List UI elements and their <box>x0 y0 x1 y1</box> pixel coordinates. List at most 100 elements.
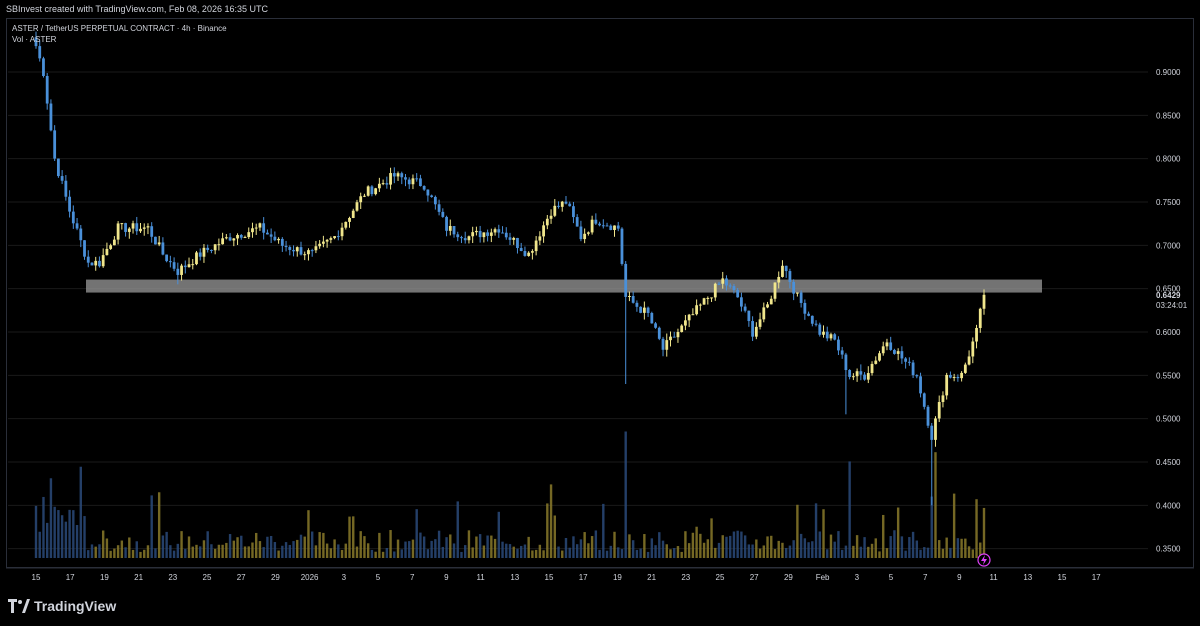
volume-bar <box>538 544 542 558</box>
chart-legend: ASTER / TetherUS PERPETUAL CONTRACT · 4h… <box>12 23 227 45</box>
candle-body <box>38 46 42 59</box>
volume-bar <box>79 466 82 558</box>
volume-bar <box>590 536 594 558</box>
volume-bar <box>464 545 467 558</box>
volume-bar <box>796 504 799 558</box>
volume-bar <box>531 550 534 558</box>
candle-body <box>620 228 624 264</box>
candle-body <box>251 228 254 233</box>
volume-bar <box>299 534 303 558</box>
volume-bar <box>419 532 422 558</box>
candle-body <box>665 340 669 350</box>
candle-body <box>885 342 889 347</box>
volume-legend[interactable]: Vol · ASTER <box>12 35 57 44</box>
volume-bar <box>217 544 221 558</box>
candle-body <box>314 246 318 251</box>
chart-frame[interactable] <box>6 18 1194 568</box>
candle-body <box>168 261 172 263</box>
volume-bar <box>568 547 571 558</box>
candle-body <box>475 230 478 233</box>
candle-body <box>224 237 228 239</box>
candle-body <box>441 211 445 217</box>
volume-bar <box>979 542 982 558</box>
volume-bar <box>87 550 90 558</box>
volume-bar <box>348 516 351 558</box>
candle-body <box>422 186 426 190</box>
volume-bar <box>355 546 359 558</box>
resistance-zone[interactable] <box>86 279 1042 293</box>
candle-body <box>941 395 945 403</box>
volume-bar <box>982 507 986 558</box>
volume-bar <box>124 547 127 558</box>
candle-body <box>336 236 340 238</box>
tradingview-brand[interactable]: TradingView <box>8 598 116 614</box>
volume-bar <box>292 541 295 558</box>
candle-body <box>396 173 400 177</box>
volume-bar <box>389 530 392 558</box>
volume-bar <box>908 537 911 558</box>
volume-bar <box>120 540 124 558</box>
time-tick-label: 17 <box>1092 573 1101 582</box>
time-tick-label: 23 <box>168 573 177 582</box>
volume-bar <box>191 546 194 558</box>
candle-body <box>945 374 949 396</box>
volume-bar <box>725 536 728 558</box>
symbol-legend[interactable]: ASTER / TetherUS PERPETUAL CONTRACT · 4h… <box>12 24 227 33</box>
volume-bar <box>273 542 277 558</box>
candle-body <box>445 216 448 231</box>
volume-bar <box>826 549 829 558</box>
volume-bar <box>195 544 198 558</box>
volume-bar <box>844 545 848 558</box>
volume-bar <box>113 548 116 558</box>
volume-bar <box>956 538 960 558</box>
tradingview-logo-icon <box>8 599 30 613</box>
volume-bar <box>42 496 45 558</box>
candle-body <box>635 302 639 307</box>
volume-bar <box>661 540 665 558</box>
volume-bar <box>467 530 471 558</box>
candle-body <box>325 239 329 242</box>
volume-bar <box>553 515 556 558</box>
candle-body <box>303 254 307 256</box>
time-tick-label: 11 <box>476 573 485 582</box>
candle-body <box>79 228 83 241</box>
candle-body <box>42 58 45 76</box>
candle-body <box>478 230 482 238</box>
candle-body <box>695 305 699 315</box>
candle-body <box>557 205 560 207</box>
candle-body <box>351 210 355 218</box>
volume-bar <box>269 535 273 558</box>
candle-body <box>363 195 366 197</box>
candle-body <box>377 183 381 189</box>
candle-body <box>650 312 654 324</box>
volume-bar <box>213 548 217 558</box>
volume-bar <box>941 548 945 558</box>
candle-body <box>288 247 292 250</box>
volume-bar <box>542 550 545 558</box>
volume-bar <box>422 536 426 558</box>
volume-bar <box>609 545 612 558</box>
current-price-label[interactable]: 0.6429 <box>1156 291 1181 300</box>
volume-bar <box>837 531 840 558</box>
candle-body <box>754 326 758 337</box>
candle-body <box>889 342 893 350</box>
candle-body <box>538 236 542 241</box>
volume-bar <box>930 496 933 558</box>
volume-bar <box>45 522 49 558</box>
candle-body <box>572 206 575 218</box>
candle-body <box>594 219 598 224</box>
volume-bar <box>172 550 176 558</box>
volume-bar <box>374 551 377 558</box>
volume-bar <box>404 541 407 558</box>
volume-bar <box>624 431 627 558</box>
volume-bar <box>333 539 336 558</box>
volume-bar <box>493 538 497 558</box>
candle-body <box>430 195 434 197</box>
volume-bar <box>490 535 493 558</box>
volume-bar <box>411 539 415 558</box>
price-tick-label: 0.8000 <box>1156 155 1181 164</box>
candle-body <box>127 228 131 232</box>
volume-bar <box>740 531 743 558</box>
volume-bar <box>452 543 456 558</box>
